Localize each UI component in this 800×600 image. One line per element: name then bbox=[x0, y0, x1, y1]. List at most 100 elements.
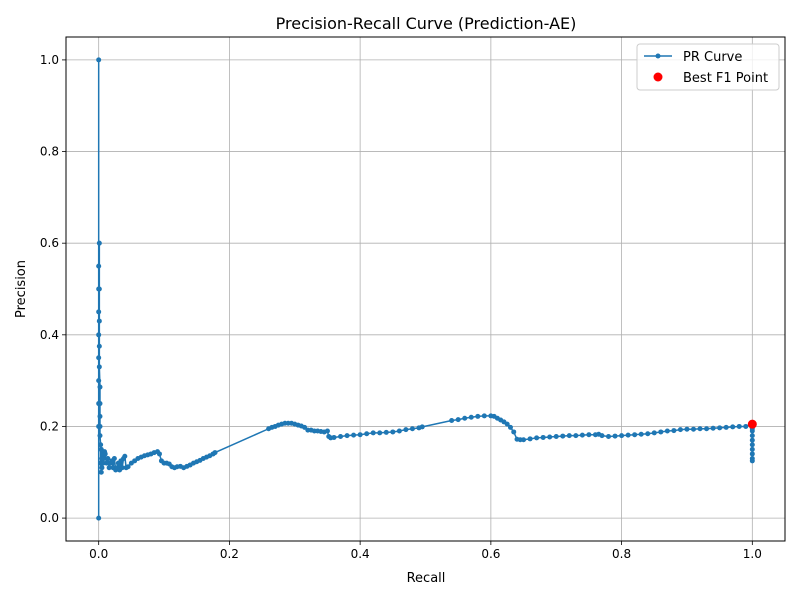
y-axis-ticks: 0.0 0.2 0.4 0.6 0.8 1.0 bbox=[40, 53, 66, 525]
pr-curve-point bbox=[547, 434, 553, 440]
y-axis-label: Precision bbox=[14, 260, 29, 318]
x-tick-label: 0.8 bbox=[612, 547, 631, 561]
pr-curve-point bbox=[579, 432, 585, 438]
pr-curve-point bbox=[364, 431, 370, 437]
pr-curve-point bbox=[730, 424, 736, 430]
x-tick-label: 0.6 bbox=[481, 547, 500, 561]
pr-curve-point bbox=[96, 286, 102, 292]
pr-curve-point bbox=[125, 464, 131, 470]
pr-curve-point bbox=[111, 456, 117, 462]
pr-curve-point bbox=[743, 423, 749, 429]
legend: PR Curve Best F1 Point bbox=[636, 43, 780, 91]
x-tick-label: 0.0 bbox=[89, 547, 108, 561]
pr-curve-point bbox=[540, 434, 546, 440]
pr-curve-point bbox=[156, 451, 162, 457]
pr-curve-point bbox=[749, 446, 755, 452]
pr-curve-point bbox=[723, 424, 729, 430]
pr-curve-point bbox=[96, 318, 102, 324]
pr-curve-point bbox=[560, 433, 566, 439]
x-tick-label: 0.2 bbox=[220, 547, 239, 561]
pr-curve-point bbox=[645, 431, 651, 437]
pr-curve-point bbox=[632, 432, 638, 438]
pr-curve-point bbox=[96, 343, 102, 349]
pr-curve-point bbox=[599, 433, 605, 439]
pr-curve-point bbox=[455, 417, 461, 423]
pr-curve-point bbox=[507, 424, 513, 430]
pr-curve-point bbox=[370, 430, 376, 436]
pr-curve-point bbox=[403, 427, 409, 433]
pr-curve-point bbox=[651, 430, 657, 436]
pr-curve-point bbox=[481, 413, 487, 419]
pr-curve-point bbox=[468, 414, 474, 420]
legend-best-f1-label: Best F1 Point bbox=[683, 71, 768, 86]
pr-curve-point bbox=[106, 465, 112, 471]
pr-curve-point bbox=[122, 453, 128, 459]
pr-curve-point bbox=[101, 456, 107, 462]
pr-curve-point bbox=[98, 442, 104, 448]
pr-curve-point bbox=[566, 433, 572, 439]
pr-curve-point bbox=[96, 57, 102, 63]
pr-curve-point bbox=[383, 429, 389, 435]
pr-curve-point bbox=[96, 515, 102, 521]
y-tick-label: 0.2 bbox=[40, 419, 59, 433]
pr-curve-point bbox=[97, 423, 103, 429]
pr-curve-point bbox=[344, 433, 350, 439]
pr-curve-point bbox=[527, 436, 533, 442]
y-tick-label: 0.0 bbox=[40, 511, 59, 525]
pr-curve-point bbox=[690, 426, 696, 432]
x-tick-label: 1.0 bbox=[743, 547, 762, 561]
y-tick-label: 0.4 bbox=[40, 328, 59, 342]
pr-curve-point bbox=[96, 364, 102, 370]
pr-curve-point bbox=[96, 309, 102, 315]
pr-curve-point bbox=[97, 413, 103, 419]
x-tick-label: 0.4 bbox=[351, 547, 370, 561]
pr-curve-point bbox=[625, 432, 631, 438]
pr-curve-point bbox=[749, 451, 755, 457]
y-tick-label: 0.8 bbox=[40, 145, 59, 159]
pr-curve-point bbox=[677, 427, 683, 433]
legend-best-f1-marker-icon bbox=[653, 72, 663, 82]
best-f1-point bbox=[747, 419, 757, 429]
pr-curve-point bbox=[351, 432, 357, 438]
pr-curve-point bbox=[98, 469, 104, 475]
pr-curve-point bbox=[704, 426, 710, 432]
pr-curve-point bbox=[96, 263, 102, 269]
pr-curve-point bbox=[638, 431, 644, 437]
pr-curve-point bbox=[462, 415, 468, 421]
legend-pr-marker-icon bbox=[655, 53, 661, 59]
pr-curve-point bbox=[671, 428, 677, 434]
pr-curve-point bbox=[96, 332, 102, 338]
legend-pr-label: PR Curve bbox=[683, 50, 742, 65]
pr-curve-point bbox=[710, 425, 716, 431]
pr-curve-point bbox=[96, 355, 102, 361]
pr-curve-point bbox=[419, 424, 425, 430]
pr-curve-point bbox=[97, 433, 103, 439]
pr-curve-point bbox=[504, 421, 510, 427]
pr-curve-points bbox=[96, 57, 755, 521]
pr-curve-point bbox=[586, 432, 592, 438]
pr-curve-point bbox=[749, 428, 755, 434]
pr-curve-point bbox=[475, 413, 481, 419]
plot-frame bbox=[65, 36, 786, 542]
pr-curve-point bbox=[396, 428, 402, 434]
pr-curve-point bbox=[96, 378, 102, 384]
x-axis-label: Recall bbox=[407, 571, 446, 586]
pr-curve-point bbox=[684, 426, 690, 432]
pr-curve-point bbox=[606, 434, 612, 440]
y-tick-label: 1.0 bbox=[40, 53, 59, 67]
pr-curve-point bbox=[212, 450, 218, 456]
pr-curve-point bbox=[736, 423, 742, 429]
pr-curve-point bbox=[97, 401, 103, 407]
pr-curve-point bbox=[105, 456, 111, 462]
pr-curve-point bbox=[331, 434, 337, 440]
pr-curve-point bbox=[553, 434, 559, 440]
best-f1-points bbox=[747, 419, 757, 429]
pr-curve-point bbox=[658, 429, 664, 435]
pr-curve-point bbox=[521, 437, 527, 443]
plot-area bbox=[96, 57, 757, 521]
grid-lines bbox=[66, 37, 785, 541]
pr-curve-point bbox=[534, 435, 540, 441]
pr-curve-point bbox=[119, 465, 125, 471]
pr-curve-point bbox=[96, 240, 102, 246]
